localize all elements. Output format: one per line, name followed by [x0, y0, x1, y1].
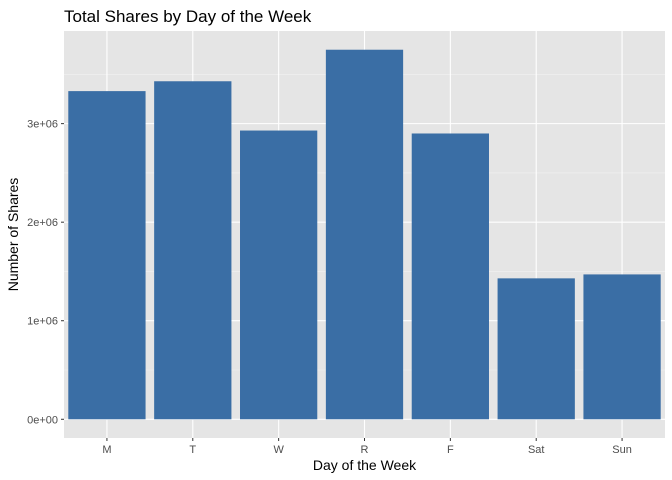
bar-sun: [583, 274, 661, 420]
bar-r: [325, 49, 404, 420]
bar-t: [154, 81, 232, 420]
y-tick-label: 0e+00: [27, 414, 58, 426]
bar-series: [68, 49, 661, 420]
x-tick-label: T: [189, 444, 196, 456]
bar-m: [68, 91, 146, 420]
x-tick-label: W: [273, 444, 284, 456]
x-tick-label: F: [447, 444, 454, 456]
x-axis-title: Day of the Week: [313, 457, 417, 473]
chart-title: Total Shares by Day of the Week: [64, 7, 312, 26]
y-tick-label: 1e+06: [27, 316, 58, 328]
x-axis: M T W R F Sat Sun: [102, 438, 632, 456]
x-tick-label: Sat: [528, 444, 545, 456]
y-axis: 0e+00 1e+06 2e+06 3e+06: [27, 119, 64, 426]
x-tick-label: R: [361, 444, 369, 456]
x-tick-label: Sun: [612, 444, 632, 456]
bar-f: [411, 133, 489, 420]
y-tick-label: 3e+06: [27, 119, 58, 131]
bar-w: [240, 130, 318, 420]
y-tick-label: 2e+06: [27, 217, 58, 229]
y-axis-title: Number of Shares: [5, 178, 21, 292]
x-tick-label: M: [102, 444, 111, 456]
bar-sat: [497, 278, 575, 420]
